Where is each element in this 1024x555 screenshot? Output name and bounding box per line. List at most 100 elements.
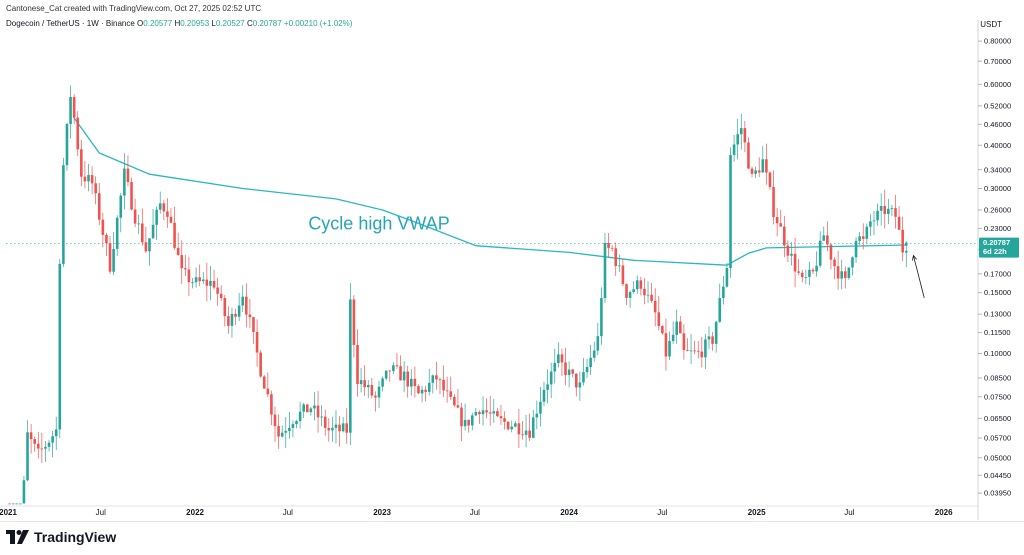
candle [571, 368, 574, 378]
candle-body [87, 175, 90, 182]
candle [564, 347, 567, 386]
candle-body [176, 247, 180, 256]
currency-label[interactable]: USDT [980, 20, 1002, 29]
candle [453, 394, 456, 408]
candle [524, 415, 528, 448]
time-tick-label: Jul [657, 508, 667, 517]
candle [119, 193, 123, 233]
candle [840, 259, 843, 290]
candle-body [180, 255, 184, 269]
candle-body [747, 142, 750, 169]
low-label: L [211, 19, 216, 28]
candle [184, 254, 187, 276]
candle-body [248, 314, 252, 318]
candle-body [26, 432, 29, 481]
candle [62, 157, 65, 267]
candle [546, 369, 549, 404]
candle-body [205, 279, 209, 286]
arrow-line [913, 255, 925, 298]
candle [33, 436, 36, 452]
candle-body [686, 350, 689, 351]
candle-body [230, 313, 234, 326]
candle [474, 407, 478, 417]
candle-body [894, 208, 897, 217]
candle [223, 295, 227, 327]
candle-body [621, 265, 625, 285]
candle-body [818, 240, 822, 266]
candle [657, 295, 661, 331]
candle [230, 307, 234, 338]
candle-body [270, 394, 273, 415]
candle [137, 214, 140, 235]
candle-body [112, 248, 115, 272]
candle-body [144, 242, 148, 252]
candle [377, 380, 381, 409]
candle-body [786, 245, 790, 256]
candle [431, 374, 435, 394]
time-tick-label: Jul [470, 508, 480, 517]
candle-body [707, 336, 711, 340]
candle [413, 366, 417, 398]
candle [567, 361, 571, 388]
time-axis[interactable]: 2021 Jul 2022 Jul 2023 Jul 2024 Jul 2025 Jul 2026 [0, 505, 978, 517]
candle [707, 326, 711, 350]
candle [625, 283, 628, 306]
candle-body [399, 366, 402, 381]
candle-body [237, 305, 241, 317]
candle-body [259, 352, 262, 377]
candle [836, 250, 840, 290]
candle [417, 384, 420, 395]
candle [83, 161, 87, 189]
candle [54, 416, 58, 451]
candle [754, 166, 757, 178]
candle [338, 416, 341, 447]
candle [783, 215, 786, 258]
candle-body [191, 282, 194, 283]
candle-body [722, 286, 725, 299]
symbol-legend[interactable]: Dogecoin / TetherUS · 1W · Binance O0.20… [6, 19, 352, 28]
candle-body [510, 426, 514, 430]
time-tick-label: 2025 [748, 508, 766, 517]
candle-body [675, 321, 679, 335]
candle [653, 288, 657, 327]
price-tick-label: 0.30000 [984, 184, 1011, 193]
candle [901, 216, 904, 262]
candle-body [58, 263, 62, 430]
tradingview-logo[interactable]: TradingView [6, 529, 116, 545]
candle [696, 340, 700, 359]
candle-body [496, 411, 499, 417]
candle [435, 361, 438, 390]
candle [786, 240, 790, 262]
candle [603, 233, 607, 303]
candle [714, 320, 718, 353]
chart-overlay: Cycle high VWAP [308, 214, 925, 298]
candle-body [732, 144, 736, 155]
candle-body [245, 296, 248, 315]
candle [148, 238, 151, 266]
candle [44, 440, 47, 462]
candle-body [872, 220, 876, 222]
candle [851, 256, 854, 276]
candle [331, 416, 334, 442]
candle-body [793, 253, 797, 272]
symbol-name[interactable]: Dogecoin / TetherUS · 1W · Binance [6, 19, 135, 28]
candle-body [470, 415, 474, 426]
price-axis[interactable]: 0.80000 0.70000 0.60000 0.52000 0.46000 0.400… [977, 20, 1019, 520]
last-price-tag-bg [979, 237, 1019, 258]
candle-body [757, 170, 761, 173]
candle [779, 209, 783, 227]
candle-body [288, 427, 291, 431]
candle [248, 298, 252, 328]
candle-body [83, 176, 87, 182]
candle-body [69, 97, 72, 124]
candle-body [775, 217, 779, 224]
candle [295, 419, 298, 429]
price-tick-label: 0.15000 [984, 288, 1011, 297]
vwap-path [73, 117, 907, 266]
candle [327, 418, 331, 442]
candle [822, 226, 826, 241]
candle-body [212, 280, 216, 288]
candle [212, 269, 216, 290]
